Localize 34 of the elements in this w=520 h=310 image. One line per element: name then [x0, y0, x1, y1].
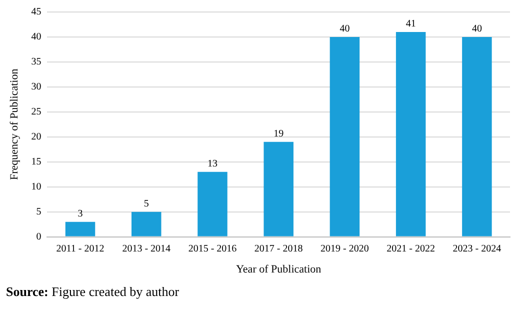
y-tick-label: 0 — [36, 231, 42, 242]
x-tick-label: 2013 - 2014 — [122, 243, 171, 254]
bar — [396, 32, 426, 236]
y-tick-label: 25 — [31, 106, 42, 118]
y-tick-label: 20 — [31, 132, 42, 143]
y-tick-label: 40 — [31, 32, 42, 43]
data-label: 40 — [472, 24, 482, 35]
y-axis-title: Frequency of Publication — [8, 68, 20, 180]
bar — [264, 142, 294, 236]
bar — [65, 222, 96, 236]
x-tick-label: 2019 - 2020 — [320, 243, 369, 254]
bar — [131, 212, 162, 236]
data-label: 41 — [406, 18, 416, 30]
data-label: 3 — [78, 208, 83, 220]
x-tick-label: 2011 - 2012 — [56, 243, 104, 254]
bar — [198, 172, 228, 236]
source-note: Source: Figure created by author — [6, 284, 180, 300]
y-tick-label: 15 — [31, 156, 42, 168]
y-tick-label: 10 — [31, 181, 42, 192]
data-label: 5 — [144, 198, 149, 210]
y-tick-label: 30 — [31, 82, 42, 93]
bar — [330, 36, 360, 236]
bar — [462, 36, 492, 236]
data-label: 13 — [207, 158, 218, 170]
x-tick-label: 2023 - 2024 — [452, 243, 502, 254]
x-tick-label: 2017 - 2018 — [254, 243, 303, 254]
data-label: 19 — [274, 128, 284, 140]
y-tick-label: 5 — [36, 206, 42, 218]
x-tick-label: 2021 - 2022 — [386, 243, 435, 254]
y-tick-label: 35 — [31, 56, 42, 68]
x-axis-title: Year of Publication — [236, 263, 322, 276]
x-tick-label: 2015 - 2016 — [188, 243, 237, 254]
y-tick-label: 45 — [31, 6, 42, 18]
data-label: 40 — [340, 24, 350, 35]
